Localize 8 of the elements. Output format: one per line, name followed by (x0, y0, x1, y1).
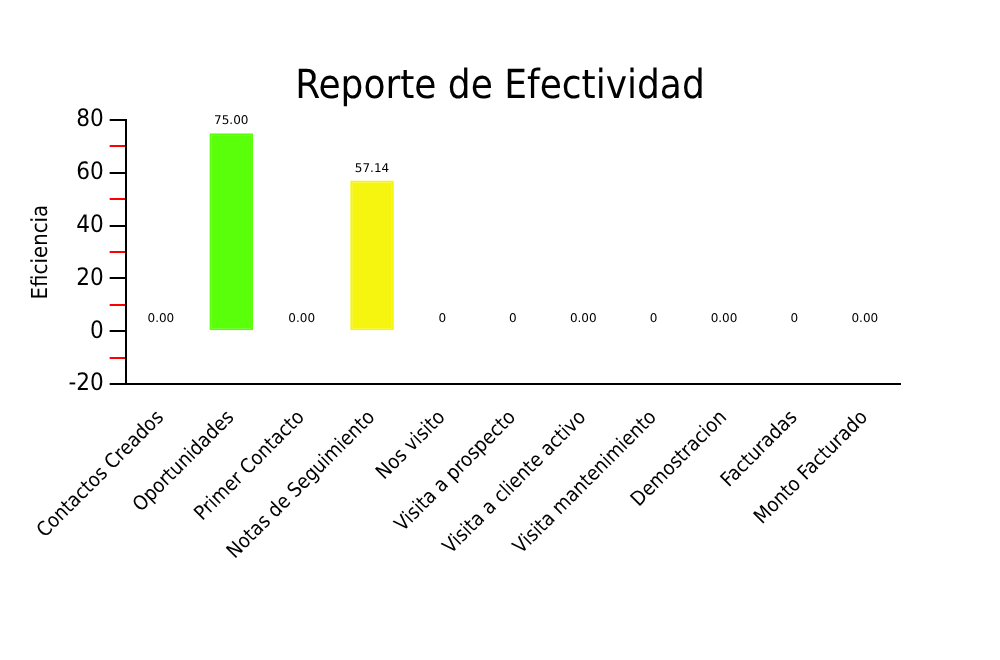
y-tick-label: -20 (68, 368, 104, 397)
y-tick-label: 80 (76, 104, 104, 133)
y-tick-label: 60 (76, 157, 104, 186)
y-tick-label: 0 (89, 315, 104, 344)
chart-title: Reporte de Efectividad (293, 60, 707, 108)
y-axis-title: Eficiencia (26, 204, 53, 300)
y-tick-label: 40 (76, 209, 104, 238)
y-tick-label: 20 (76, 262, 104, 291)
